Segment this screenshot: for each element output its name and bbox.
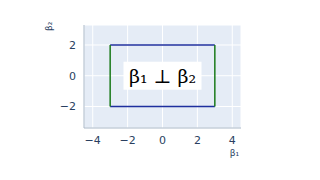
svg-text:4: 4 <box>229 134 236 147</box>
svg-text:−2: −2 <box>60 100 76 113</box>
svg-text:β₁: β₁ <box>230 148 240 158</box>
svg-text:β₁ ⊥ β₂: β₁ ⊥ β₂ <box>129 65 196 87</box>
svg-text:2: 2 <box>69 39 76 52</box>
svg-text:0: 0 <box>69 70 76 83</box>
svg-text:2: 2 <box>194 134 201 147</box>
svg-text:−4: −4 <box>85 134 101 147</box>
svg-text:0: 0 <box>159 134 166 147</box>
svg-text:β₂: β₂ <box>44 21 54 31</box>
svg-text:−2: −2 <box>120 134 136 147</box>
